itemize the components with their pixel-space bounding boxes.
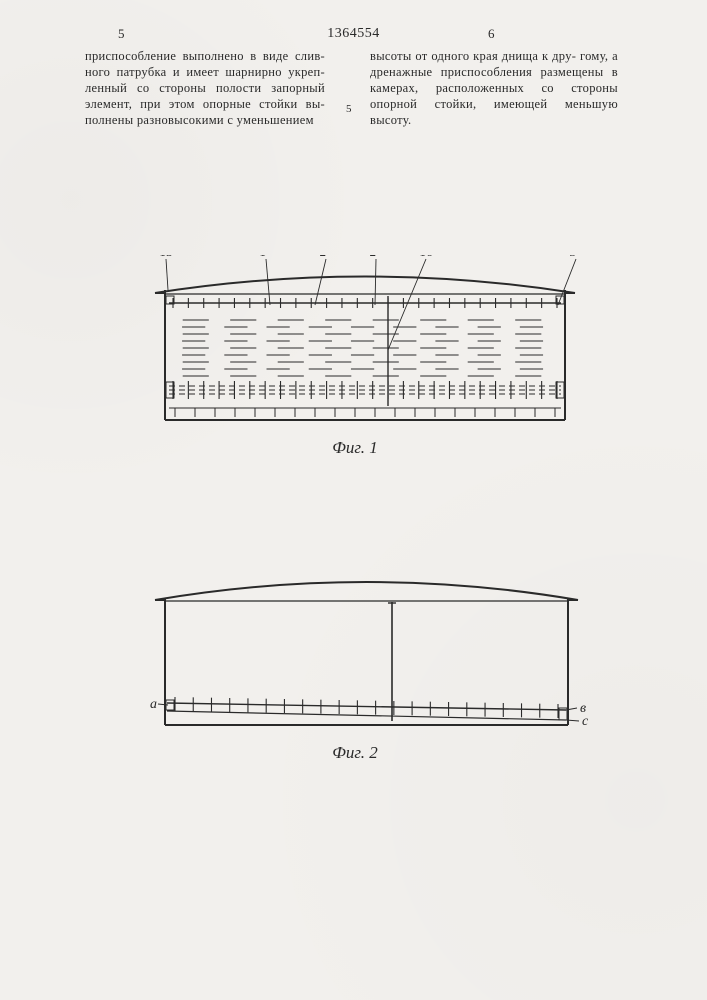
- document-number: 1364554: [327, 26, 380, 42]
- svg-text:15: 15: [160, 255, 174, 259]
- svg-text:16: 16: [420, 255, 434, 259]
- svg-text:с: с: [582, 714, 589, 729]
- figure-1: 15 1 2 2 16 3 Фиг. 1: [90, 255, 620, 458]
- svg-text:2: 2: [320, 255, 327, 259]
- figure-2: aвс Фиг. 2: [90, 560, 620, 763]
- body-text-right: высоты от одного края днища к дру- гому,…: [370, 48, 618, 128]
- page-number-left: 5: [118, 26, 125, 42]
- svg-text:a: a: [150, 697, 157, 712]
- line-marker-5: 5: [346, 103, 352, 115]
- svg-text:2: 2: [370, 255, 377, 259]
- svg-text:1: 1: [260, 255, 267, 259]
- figure-2-label: Фиг. 2: [90, 743, 620, 763]
- page-number-right: 6: [488, 26, 495, 42]
- body-text-left: приспособление выполнено в виде слив- но…: [85, 48, 325, 128]
- svg-text:3: 3: [569, 255, 577, 259]
- figure-1-label: Фиг. 1: [90, 438, 620, 458]
